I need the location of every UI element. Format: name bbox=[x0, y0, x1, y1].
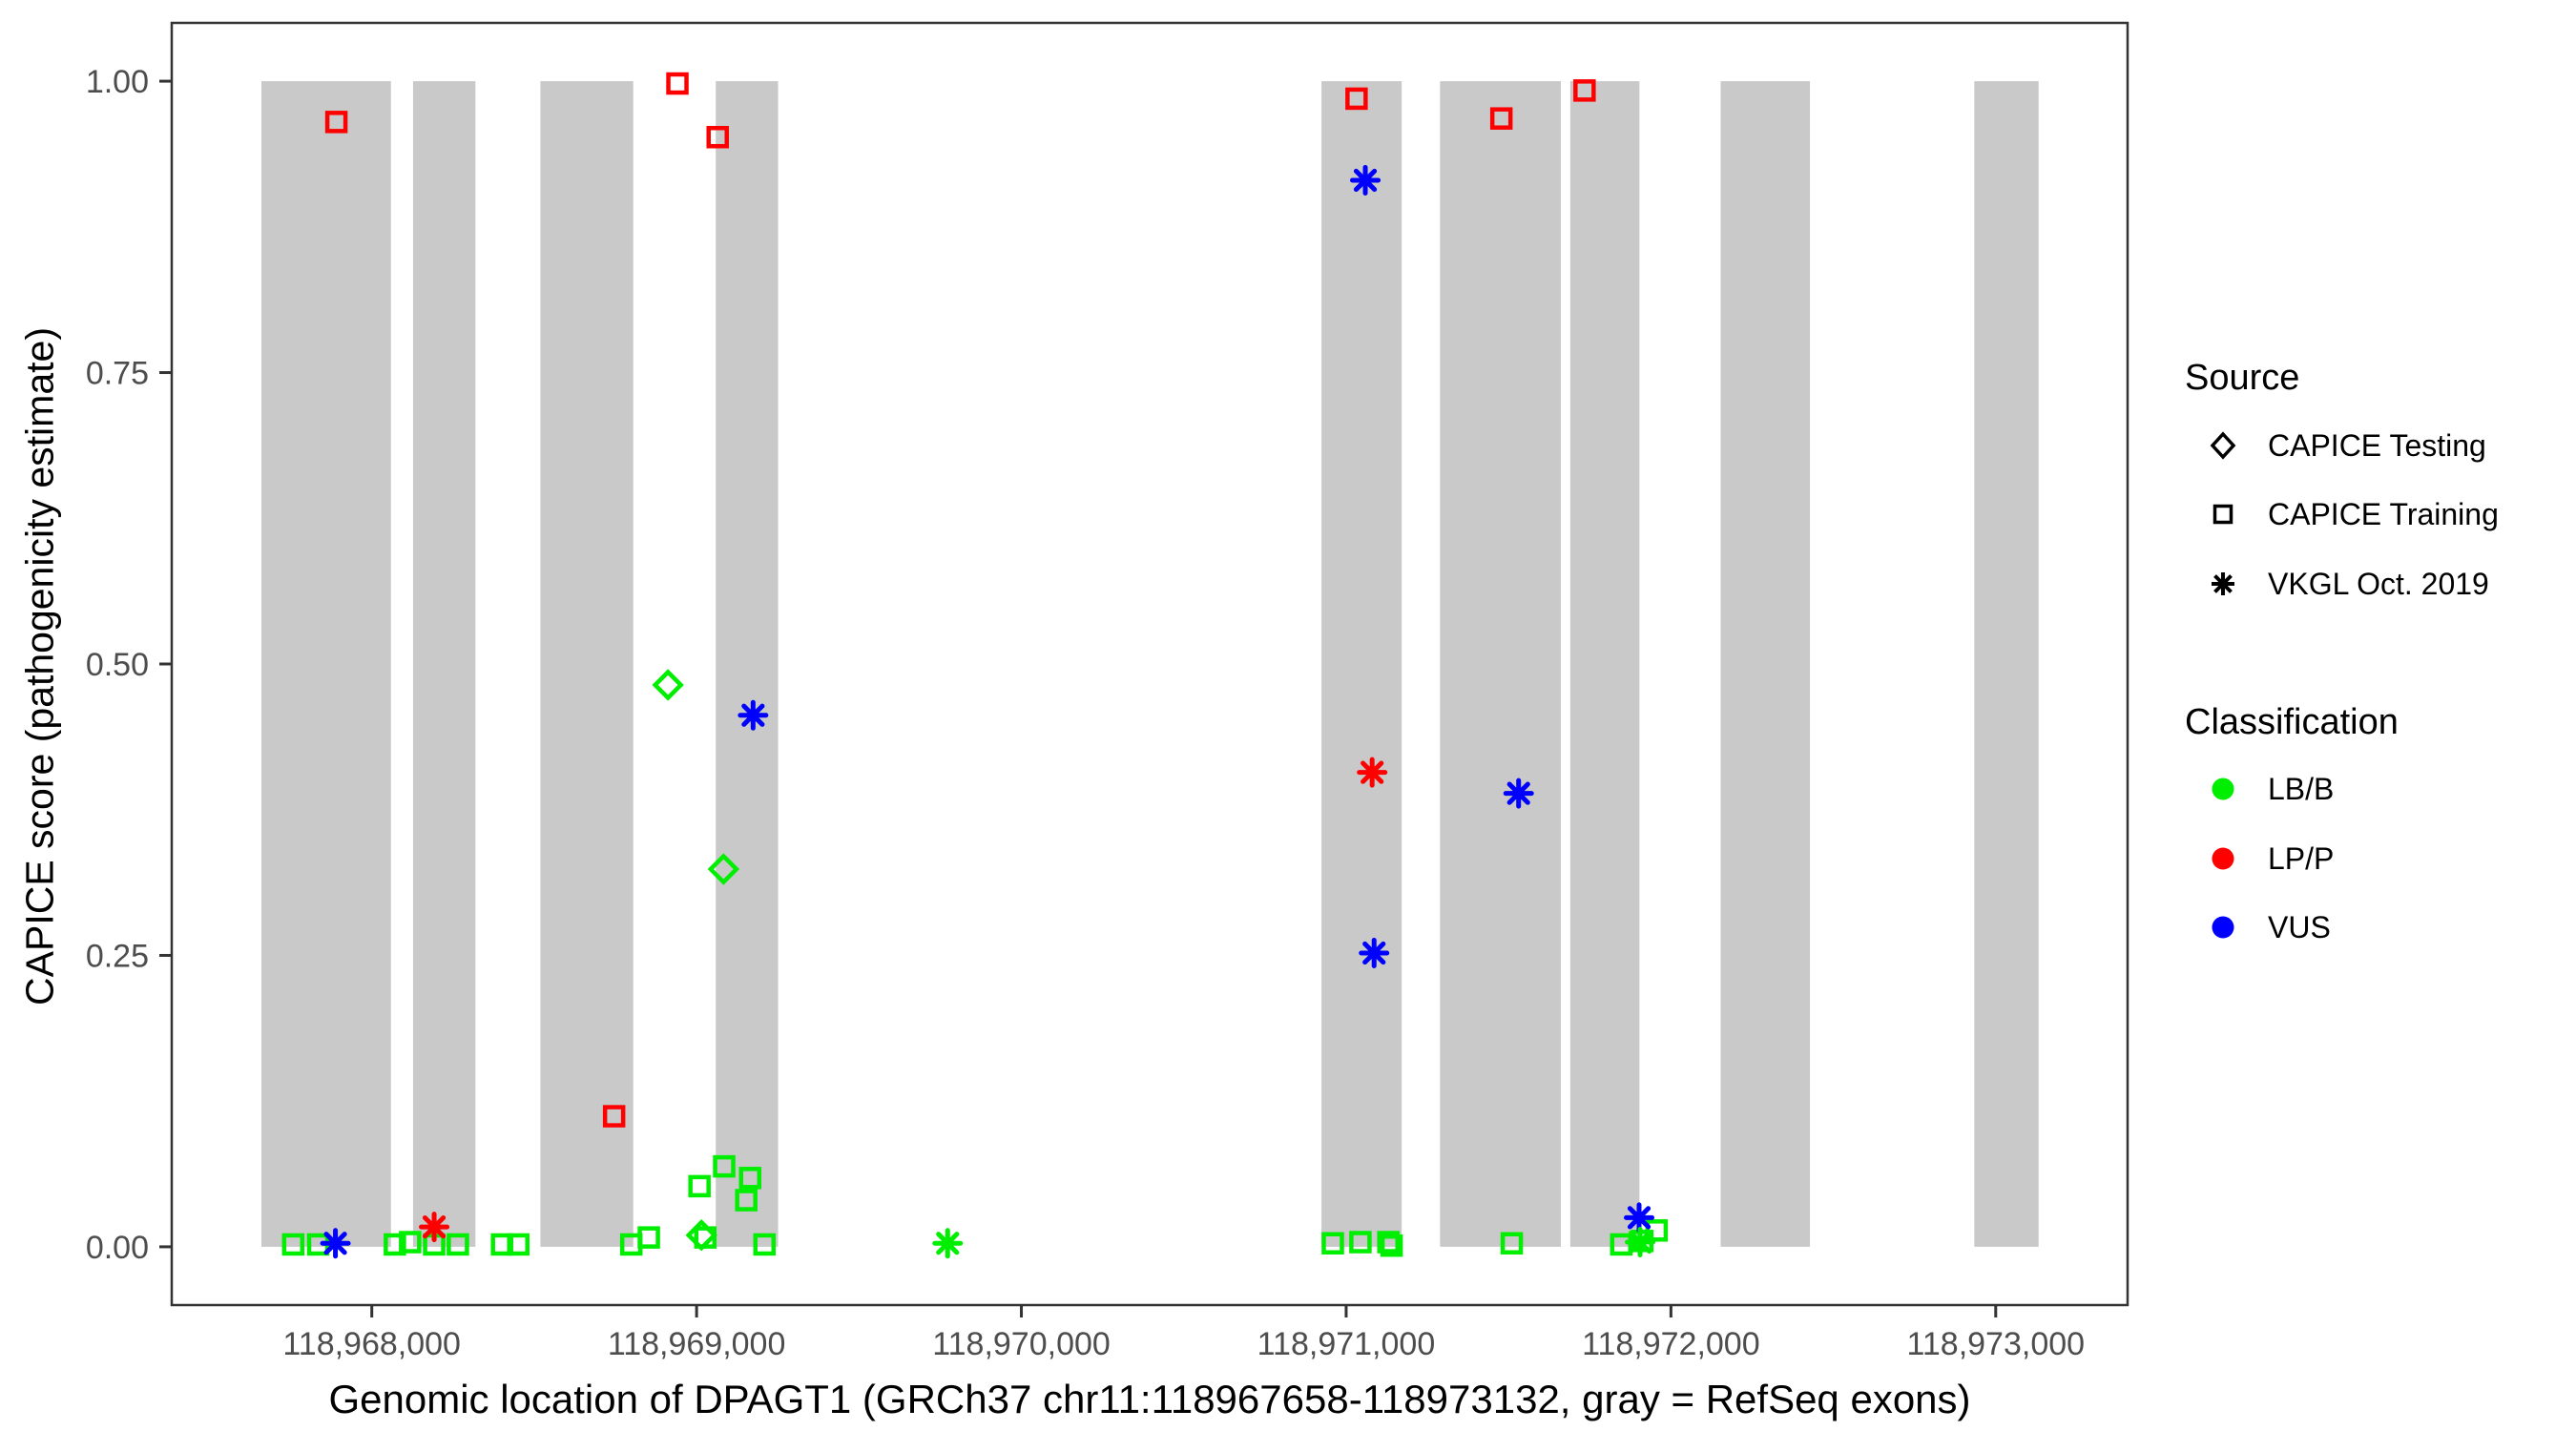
data-point bbox=[1359, 938, 1390, 969]
y-tick-label: 0.00 bbox=[86, 1230, 149, 1266]
legend-item-vus: VUS bbox=[2202, 906, 2331, 948]
exon-bars bbox=[260, 81, 2039, 1247]
exon-bar bbox=[1720, 81, 1811, 1247]
data-point bbox=[713, 1154, 736, 1178]
exon-bar bbox=[1974, 81, 2039, 1247]
square-icon bbox=[2212, 504, 2233, 525]
legend-item-lpp: LP/P bbox=[2202, 838, 2334, 880]
legend-item-capice-training: CAPICE Training bbox=[2202, 493, 2499, 535]
circle-icon-green bbox=[2212, 778, 2234, 800]
data-point bbox=[1573, 79, 1596, 102]
diamond-icon bbox=[2210, 431, 2236, 460]
legend-item-label: LB/B bbox=[2268, 771, 2335, 806]
exon-bar bbox=[1569, 81, 1640, 1247]
legend-source-title: Source bbox=[2185, 358, 2300, 398]
data-point bbox=[1377, 1231, 1400, 1254]
y-axis-title: CAPICE score (pathogenicity estimate) bbox=[17, 327, 62, 1006]
data-point bbox=[688, 1174, 711, 1198]
data-point bbox=[1349, 1231, 1372, 1254]
data-point bbox=[1357, 757, 1388, 788]
data-point bbox=[399, 1231, 422, 1254]
legend-item-label: LP/P bbox=[2268, 840, 2335, 876]
y-tick-label: 0.75 bbox=[86, 356, 149, 392]
data-points bbox=[281, 72, 1669, 1259]
data-point bbox=[602, 1105, 626, 1128]
data-point bbox=[1321, 1232, 1344, 1255]
x-axis: 118,968,000 118,969,000 118,970,000 118,971… bbox=[282, 1305, 2085, 1362]
y-axis: 0.00 0.25 0.50 0.75 1.00 bbox=[86, 64, 172, 1266]
y-tick-label: 0.25 bbox=[86, 938, 149, 974]
circle-icon-red bbox=[2212, 847, 2234, 870]
y-tick-label: 1.00 bbox=[86, 64, 149, 100]
data-point bbox=[652, 669, 684, 701]
exon-bar bbox=[1440, 81, 1561, 1247]
x-tick-label: 118,972,000 bbox=[1582, 1326, 1760, 1362]
data-point bbox=[707, 853, 740, 885]
legend-item-lbb: LB/B bbox=[2202, 768, 2334, 810]
legend-item-capice-testing: CAPICE Testing bbox=[2202, 425, 2486, 467]
legend-item-label: VKGL Oct. 2019 bbox=[2268, 566, 2489, 601]
data-point bbox=[685, 1219, 717, 1252]
data-point bbox=[637, 1226, 660, 1249]
data-point bbox=[1500, 1232, 1524, 1255]
data-point bbox=[666, 72, 689, 95]
y-tick-label: 0.50 bbox=[86, 647, 149, 683]
data-point bbox=[419, 1212, 450, 1243]
data-point bbox=[384, 1233, 406, 1256]
data-point bbox=[735, 1189, 758, 1212]
data-point bbox=[1624, 1202, 1655, 1234]
x-tick-label: 118,973,000 bbox=[1907, 1326, 2086, 1362]
data-point bbox=[738, 1167, 762, 1190]
x-tick-label: 118,970,000 bbox=[932, 1326, 1111, 1362]
data-point bbox=[281, 1233, 305, 1256]
data-point bbox=[1350, 164, 1381, 196]
asterisk-icon bbox=[2212, 572, 2234, 595]
exon-bar bbox=[716, 81, 779, 1247]
legend-item-label: CAPICE Testing bbox=[2268, 427, 2486, 463]
x-tick-label: 118,968,000 bbox=[282, 1326, 461, 1362]
data-point bbox=[320, 1228, 351, 1259]
legend-item-label: VUS bbox=[2268, 909, 2331, 944]
data-point bbox=[753, 1233, 777, 1256]
exon-bar bbox=[540, 81, 634, 1247]
data-point bbox=[706, 125, 729, 149]
data-point bbox=[507, 1233, 530, 1256]
legend-item-vkgl: VKGL Oct. 2019 bbox=[2202, 563, 2489, 605]
data-point bbox=[1380, 1234, 1403, 1257]
data-point bbox=[737, 699, 769, 731]
data-point bbox=[1625, 1227, 1656, 1258]
data-point bbox=[324, 111, 348, 134]
data-point bbox=[1489, 107, 1513, 130]
data-point bbox=[932, 1228, 964, 1259]
legend-item-label: CAPICE Training bbox=[2268, 496, 2499, 531]
data-point bbox=[1645, 1219, 1669, 1242]
data-point bbox=[1345, 87, 1368, 111]
legend-classification-title: Classification bbox=[2185, 702, 2399, 742]
x-tick-label: 118,971,000 bbox=[1257, 1326, 1436, 1362]
data-point bbox=[447, 1233, 469, 1256]
data-point bbox=[1503, 778, 1534, 809]
exon-bar bbox=[1321, 81, 1402, 1247]
exon-bar bbox=[260, 81, 391, 1247]
x-axis-title: Genomic location of DPAGT1 (GRCh37 chr11… bbox=[328, 1377, 1971, 1421]
circle-icon-blue bbox=[2212, 916, 2234, 939]
x-tick-label: 118,969,000 bbox=[608, 1326, 786, 1362]
exon-bar bbox=[412, 81, 476, 1247]
